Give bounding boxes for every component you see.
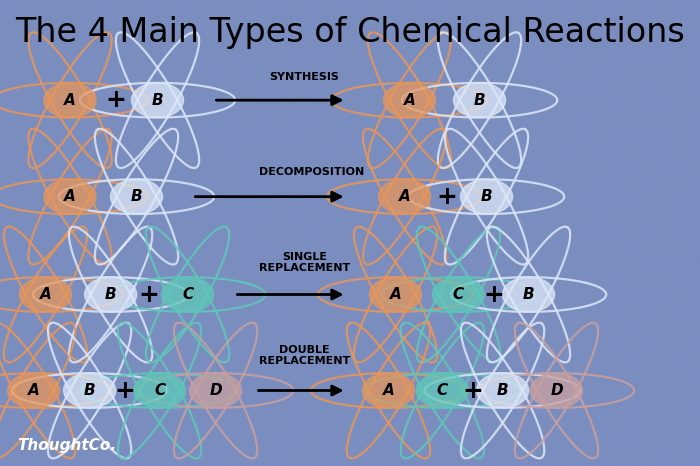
Text: The 4 Main Types of Chemical Reactions: The 4 Main Types of Chemical Reactions <box>15 16 685 49</box>
Text: B: B <box>105 287 116 302</box>
Circle shape <box>363 373 414 408</box>
Circle shape <box>85 277 136 312</box>
Text: A: A <box>64 93 76 108</box>
Text: ThoughtCo.: ThoughtCo. <box>18 438 117 452</box>
Text: DOUBLE
REPLACEMENT: DOUBLE REPLACEMENT <box>259 345 350 366</box>
Circle shape <box>44 83 96 117</box>
Circle shape <box>477 373 528 408</box>
Circle shape <box>44 179 96 214</box>
Circle shape <box>8 373 60 408</box>
Text: B: B <box>474 93 485 108</box>
Text: B: B <box>152 93 163 108</box>
Text: A: A <box>40 287 51 302</box>
Circle shape <box>64 373 116 408</box>
Text: C: C <box>182 287 193 302</box>
Text: C: C <box>154 383 165 398</box>
Circle shape <box>454 83 505 117</box>
Text: A: A <box>28 383 39 398</box>
Text: C: C <box>453 287 464 302</box>
Circle shape <box>461 179 512 214</box>
Circle shape <box>531 373 582 408</box>
Text: SINGLE
REPLACEMENT: SINGLE REPLACEMENT <box>259 252 350 273</box>
Text: +: + <box>484 282 505 307</box>
Text: B: B <box>523 287 534 302</box>
Circle shape <box>190 373 242 408</box>
Text: +: + <box>436 185 457 209</box>
Circle shape <box>384 83 435 117</box>
Text: B: B <box>84 383 95 398</box>
Text: B: B <box>481 189 492 204</box>
Circle shape <box>162 277 214 312</box>
Circle shape <box>379 179 430 214</box>
Text: B: B <box>131 189 142 204</box>
Text: B: B <box>497 383 508 398</box>
Text: C: C <box>437 383 448 398</box>
Text: D: D <box>209 383 222 398</box>
Text: A: A <box>383 383 394 398</box>
Circle shape <box>433 277 484 312</box>
Circle shape <box>503 277 554 312</box>
Circle shape <box>134 373 186 408</box>
Text: +: + <box>139 282 160 307</box>
Text: +: + <box>462 378 483 403</box>
Text: A: A <box>390 287 401 302</box>
Text: D: D <box>550 383 563 398</box>
Circle shape <box>416 373 468 408</box>
Circle shape <box>20 277 71 312</box>
Circle shape <box>132 83 183 117</box>
Text: A: A <box>399 189 410 204</box>
Circle shape <box>111 179 162 214</box>
Text: SYNTHESIS: SYNTHESIS <box>270 72 340 82</box>
Text: +: + <box>105 88 126 112</box>
Text: +: + <box>114 378 135 403</box>
Circle shape <box>370 277 421 312</box>
Text: A: A <box>64 189 76 204</box>
Text: A: A <box>404 93 415 108</box>
Text: DECOMPOSITION: DECOMPOSITION <box>259 167 364 177</box>
